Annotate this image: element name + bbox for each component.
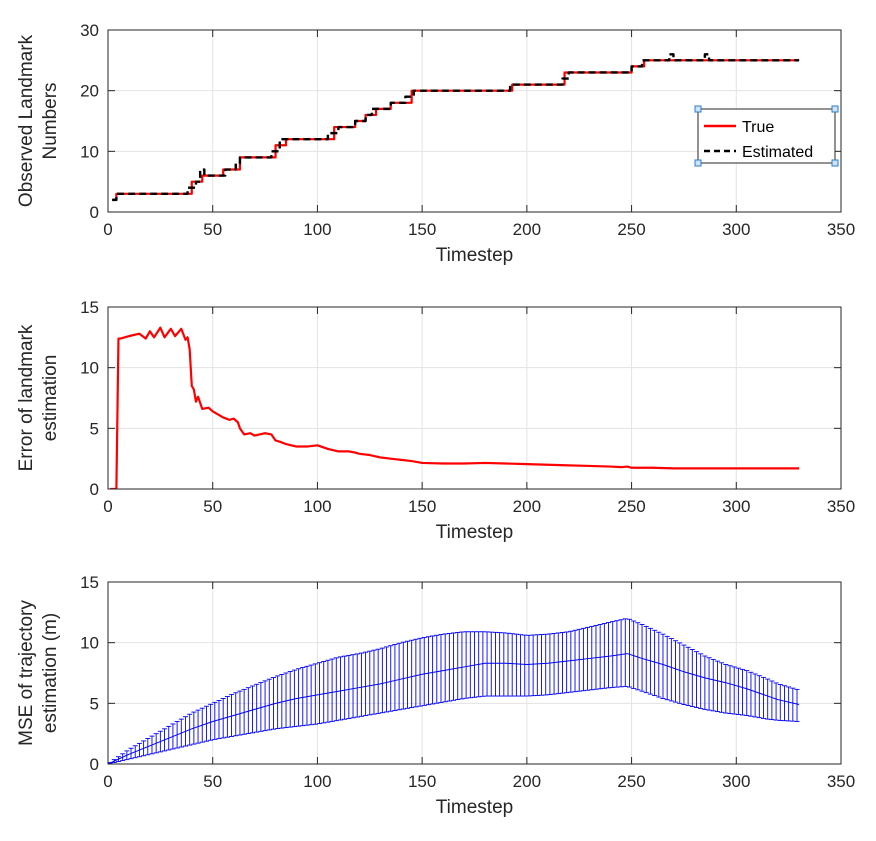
y-tick-label: 30 bbox=[80, 21, 99, 40]
axes-box bbox=[107, 306, 842, 490]
x-tick-label: 100 bbox=[303, 772, 331, 791]
y-tick-label: 0 bbox=[90, 203, 99, 222]
x-tick-label: 0 bbox=[103, 772, 112, 791]
legend-box bbox=[697, 108, 836, 164]
legend-handle bbox=[831, 105, 839, 113]
x-tick-label: 0 bbox=[103, 497, 112, 516]
y-axis-title-line: estimation (m) bbox=[40, 613, 61, 733]
y-tick-label: 5 bbox=[90, 694, 99, 713]
x-tick-label: 50 bbox=[203, 772, 222, 791]
y-axis-title-line: Error of landmark bbox=[16, 324, 37, 471]
x-tick-label: 100 bbox=[303, 497, 331, 516]
series-group bbox=[108, 618, 800, 764]
series-line-estimated bbox=[112, 53, 800, 202]
y-tick-label: 10 bbox=[80, 634, 99, 653]
legend-handle bbox=[831, 159, 839, 167]
y-axis-title-line: Observed Landmark bbox=[16, 34, 37, 207]
x-tick-label: 150 bbox=[408, 497, 436, 516]
x-tick-label: 350 bbox=[827, 497, 855, 516]
y-tick-label: 0 bbox=[90, 480, 99, 499]
x-tick-label: 200 bbox=[513, 772, 541, 791]
x-tick-label: 100 bbox=[303, 220, 331, 239]
x-tick-label: 0 bbox=[103, 220, 112, 239]
y-tick-label: 20 bbox=[80, 82, 99, 101]
y-axis-title-line: Numbers bbox=[40, 82, 61, 159]
y-tick-label: 0 bbox=[90, 755, 99, 774]
x-tick-label: 300 bbox=[722, 772, 750, 791]
x-tick-label: 250 bbox=[617, 497, 645, 516]
series-group bbox=[112, 53, 800, 202]
x-tick-label: 200 bbox=[513, 220, 541, 239]
y-axis-title-line: estimation bbox=[40, 355, 61, 442]
x-tick-label: 300 bbox=[722, 220, 750, 239]
x-tick-label: 50 bbox=[203, 497, 222, 516]
x-axis-title: Timestep bbox=[436, 245, 513, 266]
y-tick-label: 15 bbox=[80, 298, 99, 317]
y-axis-title: MSE of trajectory estimation (m) bbox=[16, 600, 61, 746]
x-tick-label: 150 bbox=[408, 220, 436, 239]
x-axis-title: Timestep bbox=[436, 522, 513, 543]
x-tick-label: 250 bbox=[617, 220, 645, 239]
legend-label-estimated: Estimated bbox=[742, 144, 813, 161]
axes-box bbox=[107, 29, 842, 213]
plot-area bbox=[108, 307, 841, 489]
legend-handle bbox=[694, 105, 702, 113]
x-tick-label: 300 bbox=[722, 497, 750, 516]
y-tick-label: 10 bbox=[80, 142, 99, 161]
x-axis-title: Timestep bbox=[436, 797, 513, 818]
x-tick-label: 50 bbox=[203, 220, 222, 239]
x-tick-label: 350 bbox=[827, 220, 855, 239]
y-tick-label: 5 bbox=[90, 419, 99, 438]
x-tick-label: 200 bbox=[513, 497, 541, 516]
y-tick-label: 15 bbox=[80, 573, 99, 592]
legend-label-true: True bbox=[742, 119, 774, 136]
legend-handle bbox=[694, 159, 702, 167]
landmark-error-chart: 0 50 100 150 200 250 300 350 0 5 10 15 Timestep Error… bbox=[16, 298, 855, 543]
y-axis-title-line: MSE of trajectory bbox=[16, 600, 37, 746]
axes-box bbox=[107, 581, 842, 765]
x-tick-label: 250 bbox=[617, 772, 645, 791]
mse-mean-line bbox=[108, 653, 800, 764]
trajectory-mse-chart: 0 50 100 150 200 250 300 350 0 5 10 15 Timestep MSE o… bbox=[16, 573, 855, 818]
series-group bbox=[110, 326, 800, 489]
landmark-count-chart: 0 50 100 150 200 250 300 350 0 10 20 30 Timestep Obse… bbox=[16, 21, 855, 266]
x-tick-label: 350 bbox=[827, 772, 855, 791]
x-tick-label: 150 bbox=[408, 772, 436, 791]
y-axis-title: Observed Landmark Numbers bbox=[16, 34, 61, 207]
series-line bbox=[110, 326, 800, 489]
y-axis-title: Error of landmark estimation bbox=[16, 324, 61, 471]
y-tick-label: 10 bbox=[80, 359, 99, 378]
